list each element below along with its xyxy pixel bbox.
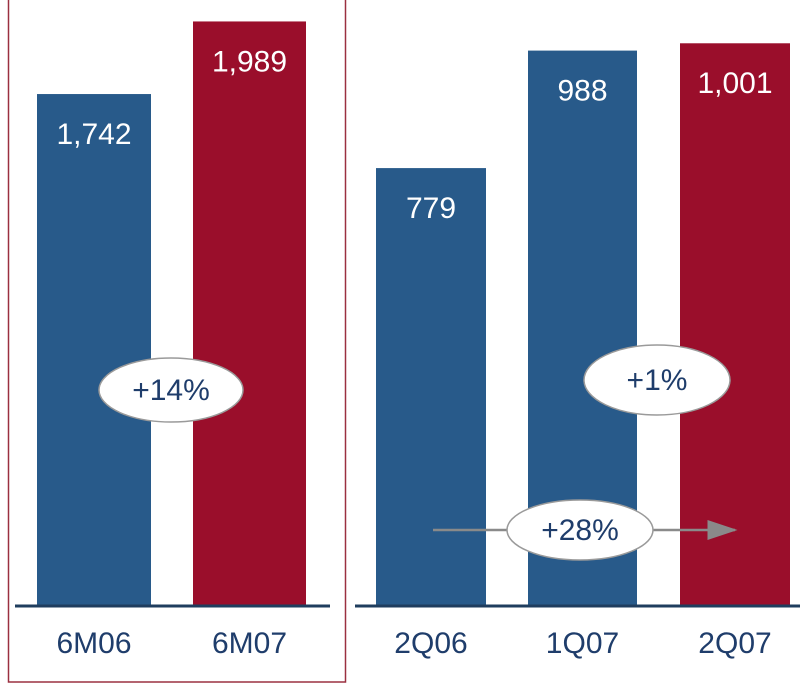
category-label: 2Q07 bbox=[698, 627, 771, 660]
annotation: +1% bbox=[627, 364, 688, 397]
category-label: 2Q06 bbox=[394, 627, 467, 660]
bar bbox=[193, 21, 306, 607]
panel-frame bbox=[7, 0, 347, 683]
value-label: 779 bbox=[406, 192, 456, 225]
bar bbox=[680, 43, 790, 607]
value-label: 988 bbox=[557, 75, 607, 108]
annotation: +28% bbox=[541, 514, 619, 547]
value-label: 1,989 bbox=[212, 45, 287, 78]
annotation: +14% bbox=[132, 374, 210, 407]
value-label: 1,742 bbox=[56, 118, 131, 151]
category-label: 1Q07 bbox=[546, 627, 619, 660]
annotation-bubble bbox=[583, 344, 731, 416]
bar bbox=[376, 168, 486, 606]
annotation-bubble bbox=[98, 357, 244, 423]
annotation-bubble bbox=[506, 499, 654, 561]
category-label: 6M07 bbox=[212, 627, 287, 660]
value-label: 1,001 bbox=[697, 67, 772, 100]
bar bbox=[37, 94, 151, 606]
category-label: 6M06 bbox=[56, 627, 131, 660]
